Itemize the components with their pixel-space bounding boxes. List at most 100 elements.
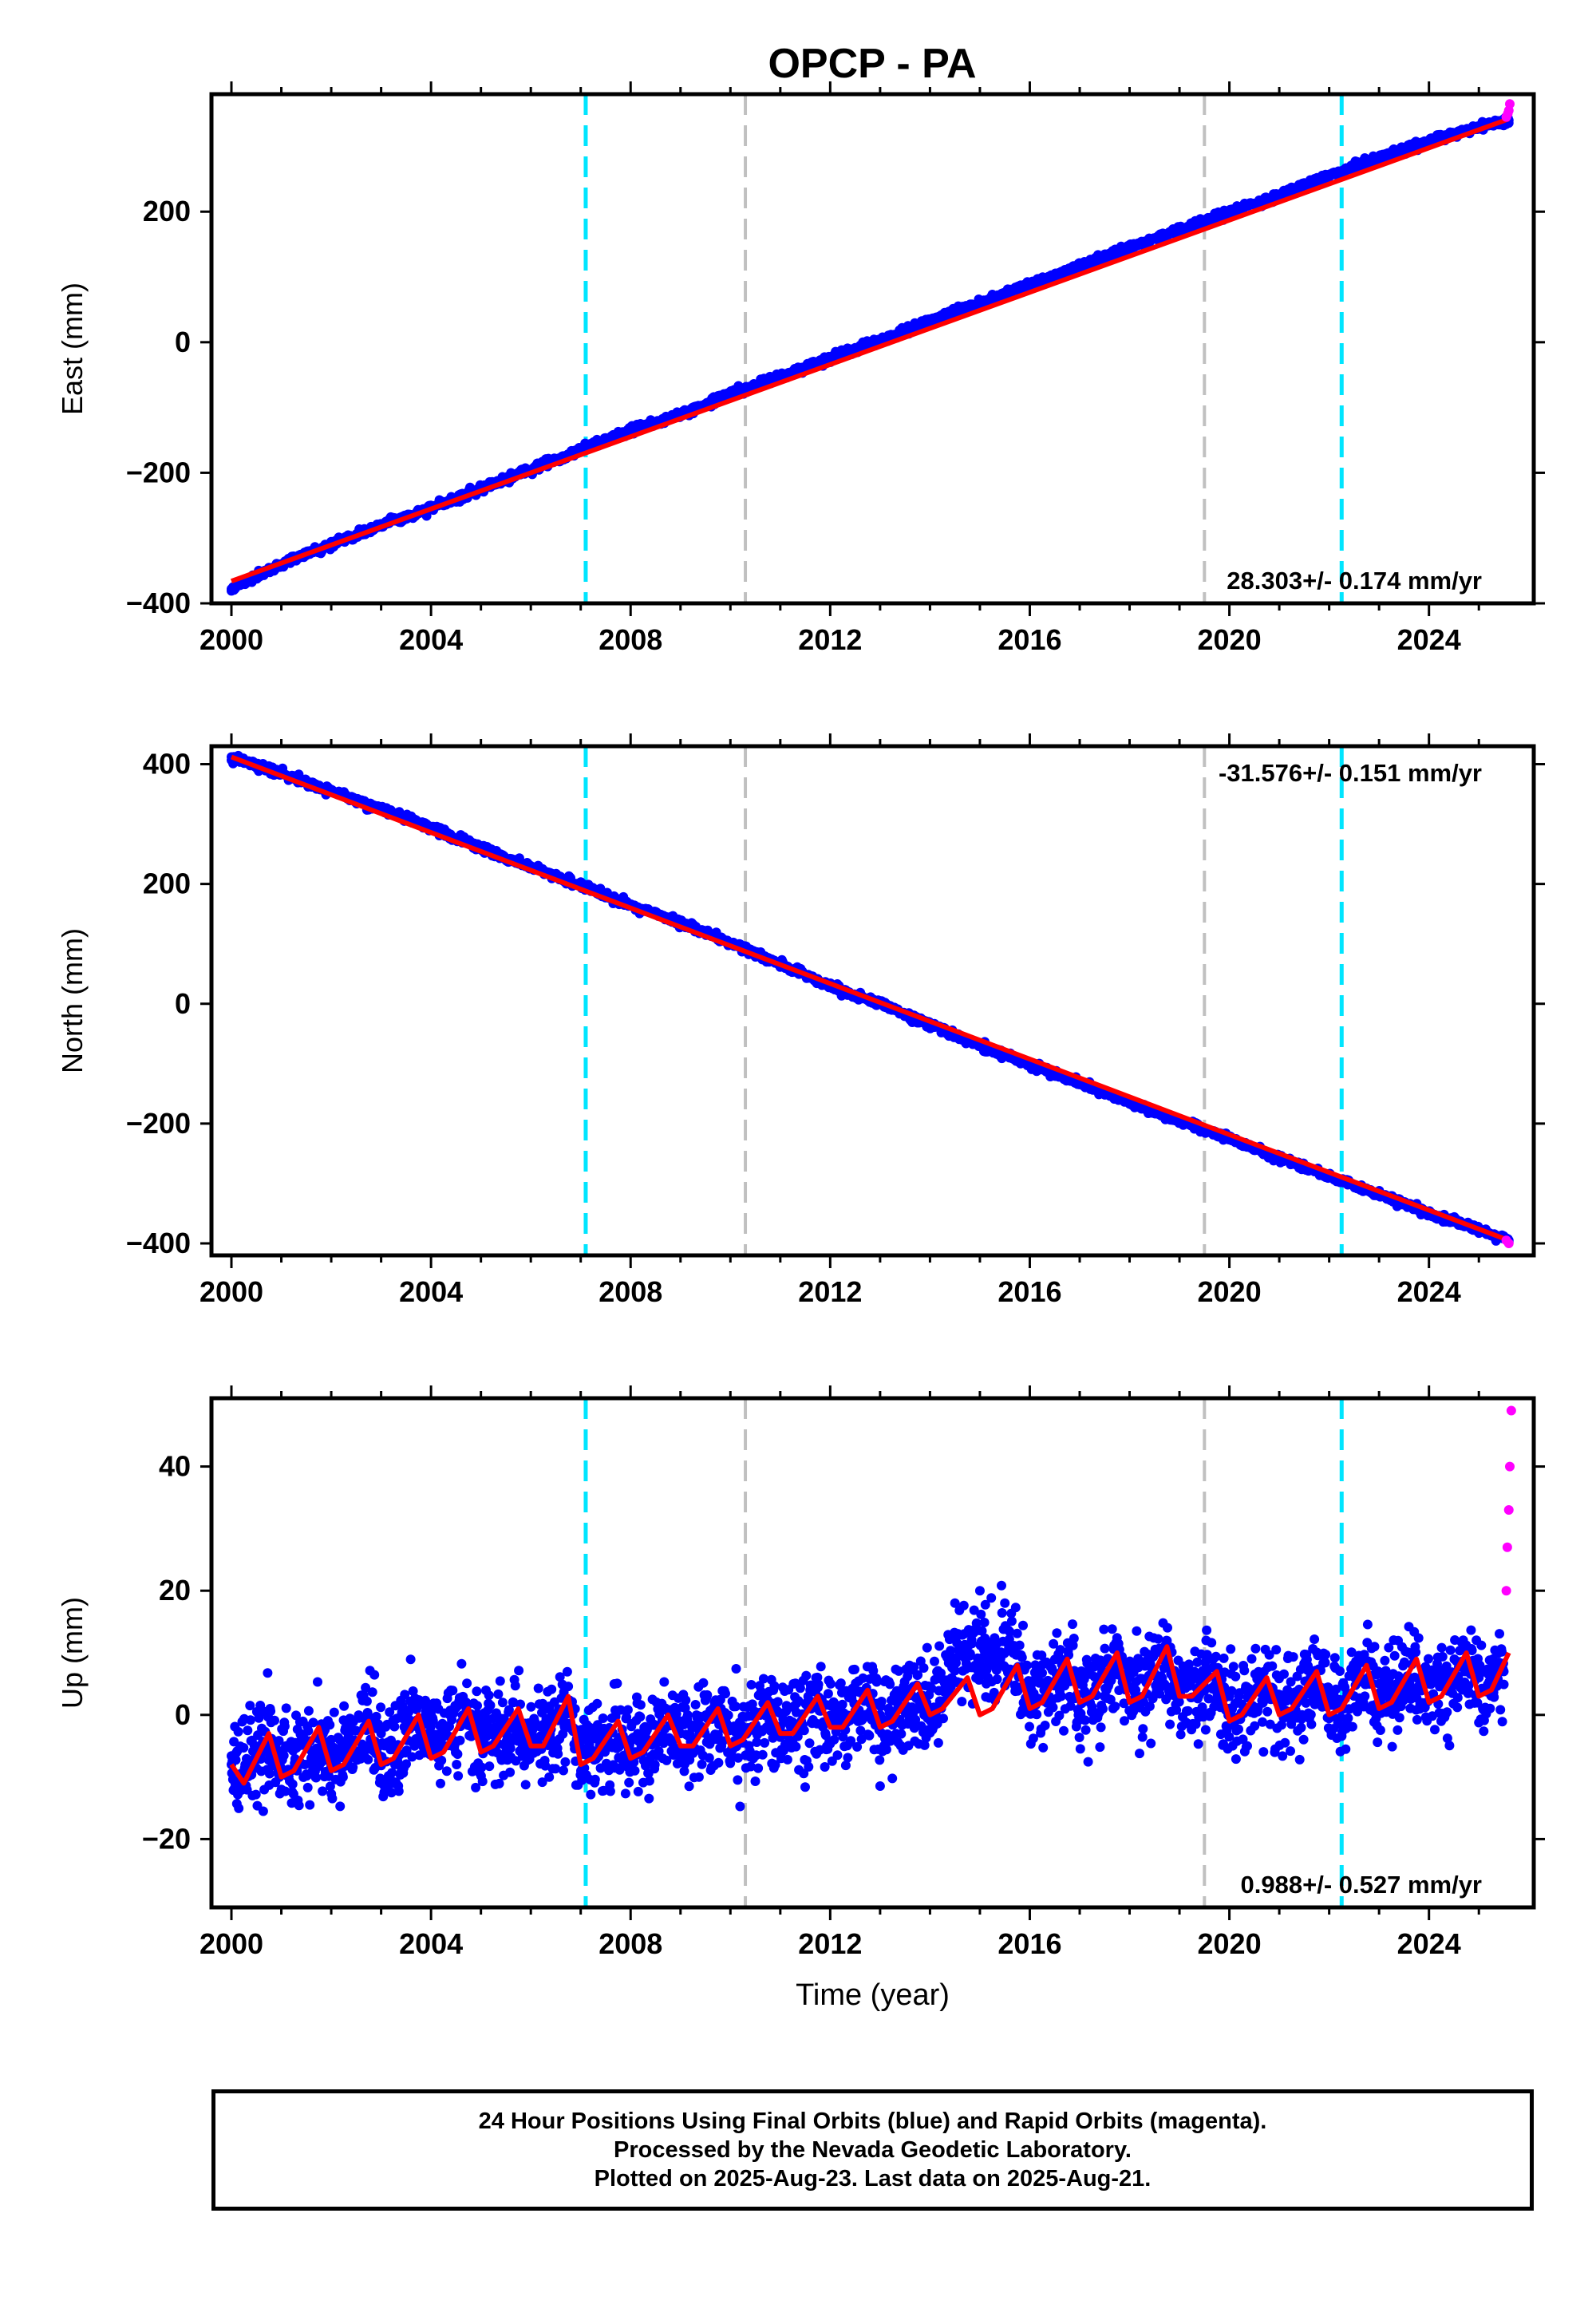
final-orbit-point xyxy=(227,584,237,595)
final-orbit-point xyxy=(1012,1628,1022,1638)
final-orbit-point xyxy=(745,1761,756,1772)
final-orbit-point xyxy=(547,1684,557,1694)
final-orbit-point xyxy=(540,1761,551,1771)
final-orbit-point xyxy=(1424,136,1434,146)
final-orbit-point xyxy=(635,1700,646,1710)
final-orbit-point xyxy=(772,1697,783,1707)
final-orbit-point xyxy=(436,1778,445,1788)
final-orbit-point xyxy=(630,1765,640,1776)
final-orbit-point xyxy=(308,1717,318,1728)
final-orbit-point xyxy=(484,1690,494,1701)
final-orbit-point xyxy=(753,1763,764,1773)
final-orbit-point xyxy=(537,1777,547,1788)
final-orbit-point xyxy=(976,1609,986,1619)
final-orbit-point xyxy=(258,1806,268,1816)
final-orbit-point xyxy=(563,1682,574,1692)
final-orbit-point xyxy=(471,1782,481,1792)
final-orbit-point xyxy=(800,1782,810,1792)
final-orbit-point xyxy=(875,1781,885,1791)
final-orbit-point xyxy=(251,1789,261,1800)
final-orbit-point xyxy=(626,425,636,436)
final-orbit-point xyxy=(650,1760,660,1770)
y-tick-label: 0 xyxy=(175,987,191,1020)
x-tick-label: 2024 xyxy=(1397,623,1461,656)
final-orbit-point xyxy=(733,1775,743,1785)
final-orbit-point xyxy=(505,1767,516,1777)
final-orbit-point xyxy=(1018,1620,1028,1630)
x-tick-label: 2020 xyxy=(1198,623,1262,656)
rapid-orbits-points xyxy=(1501,1235,1514,1248)
final-orbit-point xyxy=(280,1786,290,1796)
model-fit-line xyxy=(230,117,1510,584)
final-orbit-point xyxy=(1083,1757,1093,1767)
final-orbit-point xyxy=(1021,1660,1032,1670)
final-orbit-point xyxy=(590,1774,600,1784)
final-orbit-point xyxy=(713,1757,724,1768)
final-orbit-point xyxy=(718,1736,728,1746)
final-orbit-point xyxy=(239,1743,249,1753)
final-orbit-point xyxy=(303,1725,314,1736)
final-orbit-point xyxy=(526,1701,536,1712)
final-orbit-point xyxy=(799,1725,809,1736)
final-orbit-point xyxy=(1124,243,1135,253)
final-orbit-point xyxy=(679,1766,689,1777)
final-orbit-point xyxy=(1175,225,1185,235)
final-orbit-point xyxy=(885,1679,895,1690)
final-orbits-points xyxy=(227,111,1514,596)
final-orbit-point xyxy=(967,1638,978,1649)
final-orbit-point xyxy=(605,1786,615,1796)
y-tick-label: −200 xyxy=(126,456,191,488)
final-orbit-point xyxy=(730,1701,741,1712)
final-orbit-point xyxy=(747,1699,757,1709)
final-orbit-point xyxy=(793,1696,804,1706)
final-orbit-point xyxy=(1068,1619,1077,1630)
final-orbit-point xyxy=(1010,1603,1021,1613)
final-orbit-point xyxy=(233,1726,243,1737)
y-tick-label: 200 xyxy=(143,195,191,227)
final-orbit-point xyxy=(363,1754,373,1765)
final-orbit-point xyxy=(731,1664,741,1674)
final-orbit-point xyxy=(455,1735,465,1745)
final-orbit-point xyxy=(335,1801,346,1812)
final-orbit-point xyxy=(825,1678,836,1689)
x-tick-label: 2020 xyxy=(1198,1275,1262,1308)
final-orbit-point xyxy=(302,1782,313,1792)
final-orbit-point xyxy=(245,1701,255,1711)
final-orbits-points xyxy=(227,1580,1509,1816)
final-orbit-point xyxy=(958,1600,969,1611)
final-orbit-point xyxy=(850,1664,859,1674)
final-orbit-point xyxy=(448,1686,458,1696)
final-orbit-point xyxy=(274,1736,284,1746)
x-tick-label: 2016 xyxy=(998,1275,1061,1308)
final-orbit-point xyxy=(852,1741,863,1752)
final-orbit-point xyxy=(804,1761,814,1772)
final-orbit-point xyxy=(472,1686,482,1697)
final-orbit-point xyxy=(1080,1715,1090,1725)
final-orbit-point xyxy=(750,1777,760,1786)
final-orbit-point xyxy=(832,1750,843,1761)
final-orbit-point xyxy=(1074,1733,1084,1742)
final-orbit-point xyxy=(977,1626,987,1636)
final-orbit-point xyxy=(329,1707,339,1717)
final-orbit-point xyxy=(514,1666,524,1676)
final-orbit-point xyxy=(843,1753,853,1763)
final-orbit-point xyxy=(837,1699,847,1709)
final-orbit-point xyxy=(911,1714,921,1725)
final-orbit-point xyxy=(875,1755,885,1765)
final-orbit-point xyxy=(620,1788,630,1799)
final-orbit-point xyxy=(562,1666,572,1677)
final-orbit-point xyxy=(348,1762,358,1773)
final-orbit-point xyxy=(969,1605,979,1615)
rate-annotation: 28.303+/- 0.174 mm/yr xyxy=(1227,567,1482,595)
final-orbit-point xyxy=(615,1705,626,1715)
y-axis-label: East (mm) xyxy=(56,283,89,415)
final-orbit-point xyxy=(254,1713,264,1723)
final-orbit-point xyxy=(801,1670,812,1681)
final-orbit-point xyxy=(624,1777,634,1788)
final-orbit-point xyxy=(795,1683,805,1694)
final-orbit-point xyxy=(820,1762,830,1772)
final-orbit-point xyxy=(311,1773,322,1783)
final-orbit-point xyxy=(887,1773,898,1784)
